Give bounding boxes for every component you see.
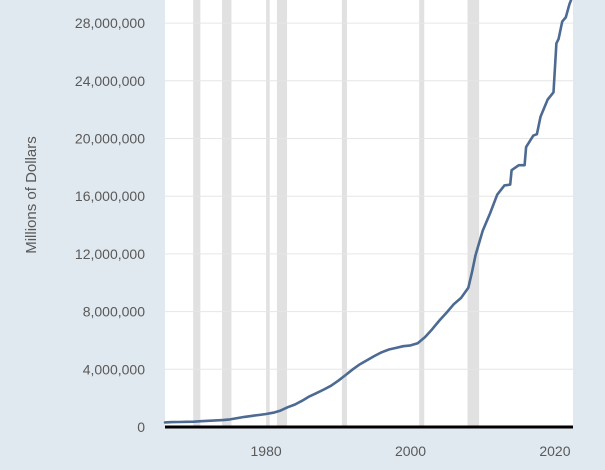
plot-background [165, 0, 573, 428]
y-tick-label: 12,000,000 [75, 246, 145, 262]
y-tick-label: 28,000,000 [75, 15, 145, 31]
y-tick-label: 20,000,000 [75, 130, 145, 146]
recession-band-6 [467, 0, 480, 427]
y-tick-label: 24,000,000 [75, 73, 145, 89]
series-line-0 [163, 0, 573, 424]
x-tick-label: 2020 [539, 443, 570, 459]
recession-band-4 [341, 0, 347, 427]
y-tick-label: 4,000,000 [83, 361, 145, 377]
y-tick-label: 0 [137, 419, 145, 435]
recession-shading-group [193, 0, 480, 427]
recession-band-5 [419, 0, 425, 427]
y-axis-title: Millions of Dollars [23, 136, 40, 254]
x-tick-labels-group: 1980 2000 2020 [251, 443, 571, 459]
y-tick-label: 16,000,000 [75, 188, 145, 204]
series-group [163, 0, 573, 424]
recession-band-0 [193, 0, 201, 427]
recession-band-2 [266, 0, 270, 427]
recession-band-1 [222, 0, 232, 427]
x-tick-label: 2000 [395, 443, 426, 459]
recession-band-3 [276, 0, 288, 427]
x-tick-label: 1980 [251, 443, 282, 459]
gridlines-group [165, 22, 573, 370]
y-tick-labels-group: 0 4,000,000 8,000,000 12,000,000 16,000,000 2… [75, 15, 145, 435]
y-tick-label: 8,000,000 [83, 304, 145, 320]
